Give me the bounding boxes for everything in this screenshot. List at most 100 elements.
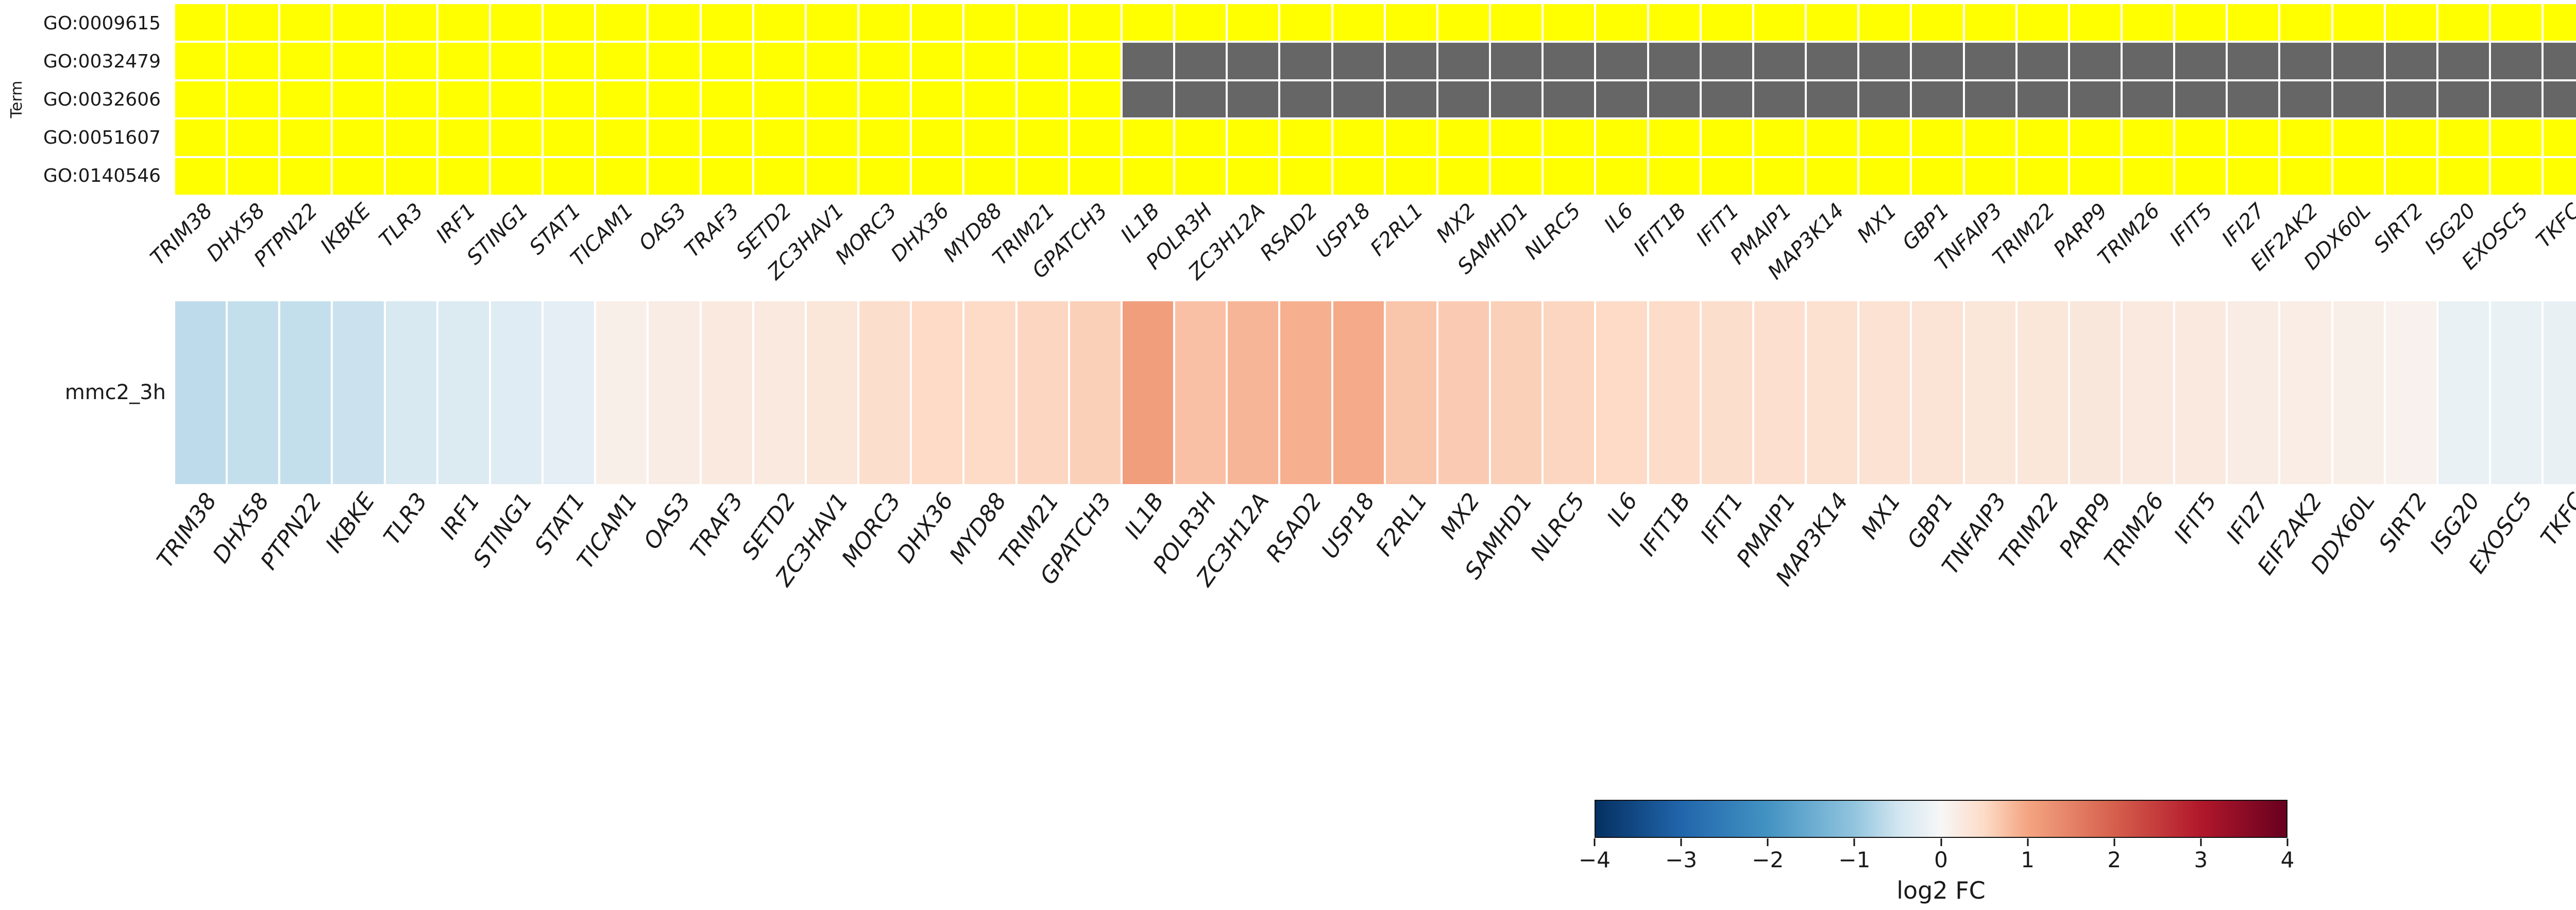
- membership-cell: [2544, 4, 2576, 41]
- membership-cell: [2333, 81, 2384, 118]
- membership-cell: [175, 158, 226, 195]
- membership-cell: [1228, 42, 1279, 79]
- membership-cell: [2491, 119, 2542, 157]
- membership-cell: [754, 4, 805, 41]
- membership-cell: [544, 158, 595, 195]
- membership-cell: [596, 42, 647, 79]
- bottom-gene-labels: TRIM38 DHX58 PTPN22 IKBKE TLR3 IRF1 STING1 STAT…: [152, 488, 2576, 661]
- membership-cell: [912, 81, 963, 118]
- membership-cell: [1491, 4, 1542, 41]
- membership-cell: [1122, 119, 1174, 157]
- colorbar-tick-label: 3: [2194, 847, 2208, 872]
- log2fc-cell: [1070, 301, 1121, 484]
- membership-cell: [1807, 4, 1858, 41]
- colorbar-tick-mark: [1767, 838, 1769, 846]
- membership-cell: [438, 119, 489, 157]
- log2fc-cell: [1175, 301, 1226, 484]
- membership-cell: [1964, 158, 2015, 195]
- membership-cell: [1122, 158, 1174, 195]
- membership-cell: [2544, 42, 2576, 79]
- log2fc-cell: [385, 301, 436, 484]
- colorbar-tick-mark: [2286, 838, 2289, 846]
- membership-cell: [228, 4, 279, 41]
- membership-cell: [2544, 158, 2576, 195]
- membership-cell: [859, 42, 910, 79]
- membership-cell: [1333, 119, 1384, 157]
- term-labels: GO:0009615 GO:0032479 GO:0032606 GO:0051607…: [0, 4, 161, 195]
- membership-cell: [964, 119, 1015, 157]
- membership-cell: [596, 4, 647, 41]
- membership-cell: [385, 158, 436, 195]
- membership-cell: [912, 4, 963, 41]
- membership-cell: [1544, 42, 1595, 79]
- membership-cell: [1754, 119, 1805, 157]
- membership-cell: [2070, 4, 2121, 41]
- membership-cell: [2438, 158, 2489, 195]
- log2fc-cell: [2491, 301, 2542, 484]
- membership-cell: [2438, 42, 2489, 79]
- membership-cell: [1701, 158, 1752, 195]
- membership-cell: [1754, 4, 1805, 41]
- membership-cell: [649, 158, 700, 195]
- log2fc-cell: [228, 301, 279, 484]
- membership-cell: [964, 4, 1015, 41]
- membership-cell: [1596, 4, 1647, 41]
- membership-cell: [1491, 81, 1542, 118]
- membership-cell: [649, 119, 700, 157]
- membership-cell: [175, 42, 226, 79]
- membership-cell: [649, 81, 700, 118]
- membership-cell: [1701, 42, 1752, 79]
- membership-cell: [1807, 81, 1858, 118]
- membership-cell: [1280, 158, 1331, 195]
- membership-cell: [333, 42, 384, 79]
- membership-cell: [2280, 158, 2331, 195]
- membership-cell: [1859, 4, 1910, 41]
- colorbar-tick-mark: [1680, 838, 1682, 846]
- log2fc-cell: [2017, 301, 2068, 484]
- membership-cell: [701, 119, 752, 157]
- log2fc-cell: [438, 301, 489, 484]
- membership-cell: [438, 42, 489, 79]
- membership-cell: [1701, 119, 1752, 157]
- log2fc-cell: [2122, 301, 2174, 484]
- colorbar-tick-mark: [2200, 838, 2202, 846]
- membership-cell: [1333, 81, 1384, 118]
- membership-cell: [1070, 42, 1121, 79]
- log2fc-cell: [1754, 301, 1805, 484]
- membership-cell: [1807, 158, 1858, 195]
- membership-cell: [2280, 4, 2331, 41]
- membership-cell: [1701, 4, 1752, 41]
- membership-cell: [754, 119, 805, 157]
- log2fc-cell: [596, 301, 647, 484]
- colorbar-tick-label: −4: [1579, 847, 1611, 872]
- membership-cell: [1649, 81, 1700, 118]
- membership-cell: [438, 81, 489, 118]
- log2fc-cell: [2544, 301, 2576, 484]
- membership-cell: [1017, 4, 1068, 41]
- membership-cell: [2017, 4, 2068, 41]
- log2fc-cell: [1649, 301, 1700, 484]
- membership-cell: [2491, 81, 2542, 118]
- membership-cell: [490, 42, 542, 79]
- membership-cell: [280, 158, 331, 195]
- membership-cell: [1859, 81, 1910, 118]
- term-label: GO:0032606: [43, 89, 161, 110]
- log2fc-cell: [1701, 301, 1752, 484]
- membership-cell: [754, 81, 805, 118]
- membership-cell: [912, 42, 963, 79]
- membership-cell: [385, 42, 436, 79]
- membership-cell: [438, 4, 489, 41]
- membership-cell: [1649, 158, 1700, 195]
- membership-cell: [175, 4, 226, 41]
- log2fc-cell: [2070, 301, 2121, 484]
- membership-cell: [2122, 81, 2174, 118]
- log2fc-cell: [649, 301, 700, 484]
- membership-cell: [1280, 42, 1331, 79]
- membership-cell: [280, 42, 331, 79]
- membership-cell: [1175, 4, 1226, 41]
- membership-cell: [2070, 158, 2121, 195]
- colorbar-tick-label: 1: [2021, 847, 2035, 872]
- log2fc-cell: [1964, 301, 2015, 484]
- membership-cell: [2385, 119, 2436, 157]
- membership-cell: [1438, 81, 1489, 118]
